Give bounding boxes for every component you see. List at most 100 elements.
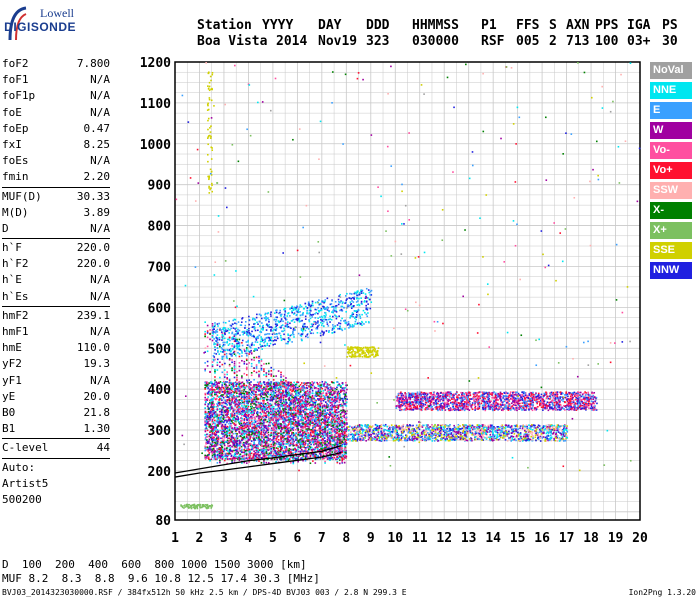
y-tick-label: 500 bbox=[148, 342, 172, 357]
param-name: hmE bbox=[2, 341, 22, 355]
separator bbox=[2, 438, 110, 440]
param-name: yF1 bbox=[2, 373, 22, 387]
param-row: B0 21.8 bbox=[2, 405, 110, 421]
y-tick-label: 200 bbox=[148, 465, 172, 480]
footer-version: Ion2Png 1.3.20 bbox=[628, 588, 696, 597]
muf-values: 8.2 8.3 8.8 9.6 10.8 12.5 17.4 30.3 [MHz… bbox=[21, 572, 320, 585]
param-name: yE bbox=[2, 389, 16, 403]
x-tick-label: 7 bbox=[318, 531, 326, 546]
header-label-0: Station bbox=[197, 18, 252, 33]
param-row: h`Es N/A bbox=[2, 289, 110, 305]
param-name: fmin bbox=[2, 170, 29, 184]
x-tick-label: 11 bbox=[412, 531, 428, 546]
d-label: D bbox=[2, 558, 9, 571]
param-name: M(D) bbox=[2, 205, 29, 219]
param-row: hmE 110.0 bbox=[2, 340, 110, 356]
header-label-6: FFS bbox=[516, 18, 540, 33]
header-label-2: DAY bbox=[318, 18, 342, 33]
y-tick-label: 1200 bbox=[140, 56, 171, 71]
x-tick-label: 10 bbox=[387, 531, 403, 546]
x-tick-label: 5 bbox=[269, 531, 277, 546]
legend-item-vo: Vo+ bbox=[650, 162, 692, 179]
param-name: hmF2 bbox=[2, 308, 29, 322]
param-value: N/A bbox=[90, 325, 110, 338]
auto-line: Auto: bbox=[2, 460, 36, 474]
lowell-digisonde-logo: Lowell DIGISONDE bbox=[4, 6, 76, 42]
y-tick-label: 400 bbox=[148, 383, 172, 398]
legend: NoVal NNE E W Vo- Vo+ SSW X- X+ SSE NNW bbox=[650, 62, 692, 282]
param-row: fmin 2.20 bbox=[2, 169, 110, 185]
x-tick-label: 1 bbox=[171, 531, 179, 546]
plot-frame bbox=[174, 61, 641, 521]
legend-item-nne: NNE bbox=[650, 82, 692, 99]
param-row: fxI 8.25 bbox=[2, 137, 110, 153]
header-value-9: 100 bbox=[595, 34, 619, 49]
header-label-9: PPS bbox=[595, 18, 619, 33]
param-name: yF2 bbox=[2, 357, 22, 371]
x-tick-label: 8 bbox=[342, 531, 350, 546]
echo-dots bbox=[175, 62, 641, 510]
d-values: 100 200 400 600 800 1000 1500 3000 [km] bbox=[8, 558, 307, 571]
param-row: M(D) 3.89 bbox=[2, 205, 110, 221]
param-value: N/A bbox=[90, 89, 110, 103]
param-value: 19.3 bbox=[83, 357, 111, 371]
legend-item-sse: SSE bbox=[650, 242, 692, 259]
param-name: D bbox=[2, 221, 9, 235]
param-value: 8.25 bbox=[83, 137, 111, 151]
header-label-10: IGA bbox=[627, 18, 651, 33]
param-name: foF1p bbox=[2, 89, 36, 103]
legend-item-ssw: SSW bbox=[650, 182, 692, 199]
header-label-3: DDD bbox=[366, 18, 390, 33]
param-row: foF1 N/A bbox=[2, 72, 110, 88]
param-row: hmF1 N/A bbox=[2, 324, 110, 340]
scaled-parameters-panel: foF2 7.800 foF1 N/A foF1p N/A foE N/A foEp 0.47 fx… bbox=[2, 56, 110, 508]
x-tick-label: 6 bbox=[293, 531, 301, 546]
param-name: h`F bbox=[2, 241, 22, 255]
param-value: 20.0 bbox=[83, 389, 111, 403]
param-value: 220.0 bbox=[76, 241, 110, 255]
logo-line1: Lowell bbox=[40, 6, 74, 20]
param-row: yE 20.0 bbox=[2, 389, 110, 405]
x-tick-label: 4 bbox=[245, 531, 253, 546]
param-value: N/A bbox=[90, 273, 110, 287]
param-name: foF2 bbox=[2, 57, 29, 70]
param-row: h`F 220.0 bbox=[2, 240, 110, 256]
x-tick-label: 19 bbox=[608, 531, 624, 546]
param-row: MUF(D) 30.33 bbox=[2, 189, 110, 205]
trace-e-trace bbox=[174, 451, 342, 478]
trace-f-trace bbox=[174, 444, 342, 474]
y-tick-label: 80 bbox=[155, 514, 171, 529]
header-label-4: HHMMSS bbox=[412, 18, 459, 33]
separator bbox=[2, 238, 110, 240]
y-tick-label: 1100 bbox=[140, 97, 171, 112]
param-row: hmF2 239.1 bbox=[2, 308, 110, 324]
auto-line: Artist5 bbox=[2, 476, 49, 490]
param-name: B0 bbox=[2, 405, 16, 419]
header-label-8: AXN bbox=[566, 18, 590, 33]
param-row: D N/A bbox=[2, 221, 110, 237]
header-value-7: 2 bbox=[549, 34, 557, 49]
x-tick-label: 17 bbox=[559, 531, 575, 546]
param-value: 30.33 bbox=[76, 189, 110, 203]
param-value: 21.8 bbox=[83, 405, 111, 419]
header-value-1: 2014 bbox=[276, 34, 308, 49]
header-value-5: RSF bbox=[481, 34, 505, 49]
header-label-1: YYYY bbox=[262, 18, 294, 33]
param-value: N/A bbox=[90, 289, 110, 303]
param-value: 239.1 bbox=[76, 308, 110, 322]
param-name: B1 bbox=[2, 422, 16, 436]
param-value: N/A bbox=[90, 373, 110, 387]
param-name: h`Es bbox=[2, 289, 29, 303]
param-row: h`E N/A bbox=[2, 272, 110, 288]
header-label-11: PS bbox=[662, 18, 678, 33]
x-tick-label: 18 bbox=[583, 531, 599, 546]
y-tick-label: 900 bbox=[148, 179, 172, 194]
auto-line: 500200 bbox=[2, 492, 42, 506]
header-value-4: 030000 bbox=[412, 34, 459, 49]
header-value-8: 713 bbox=[566, 34, 590, 49]
logo-arc-icon bbox=[8, 6, 27, 41]
param-row: foEp 0.47 bbox=[2, 121, 110, 137]
x-tick-label: 16 bbox=[534, 531, 550, 546]
param-value: N/A bbox=[90, 154, 110, 168]
